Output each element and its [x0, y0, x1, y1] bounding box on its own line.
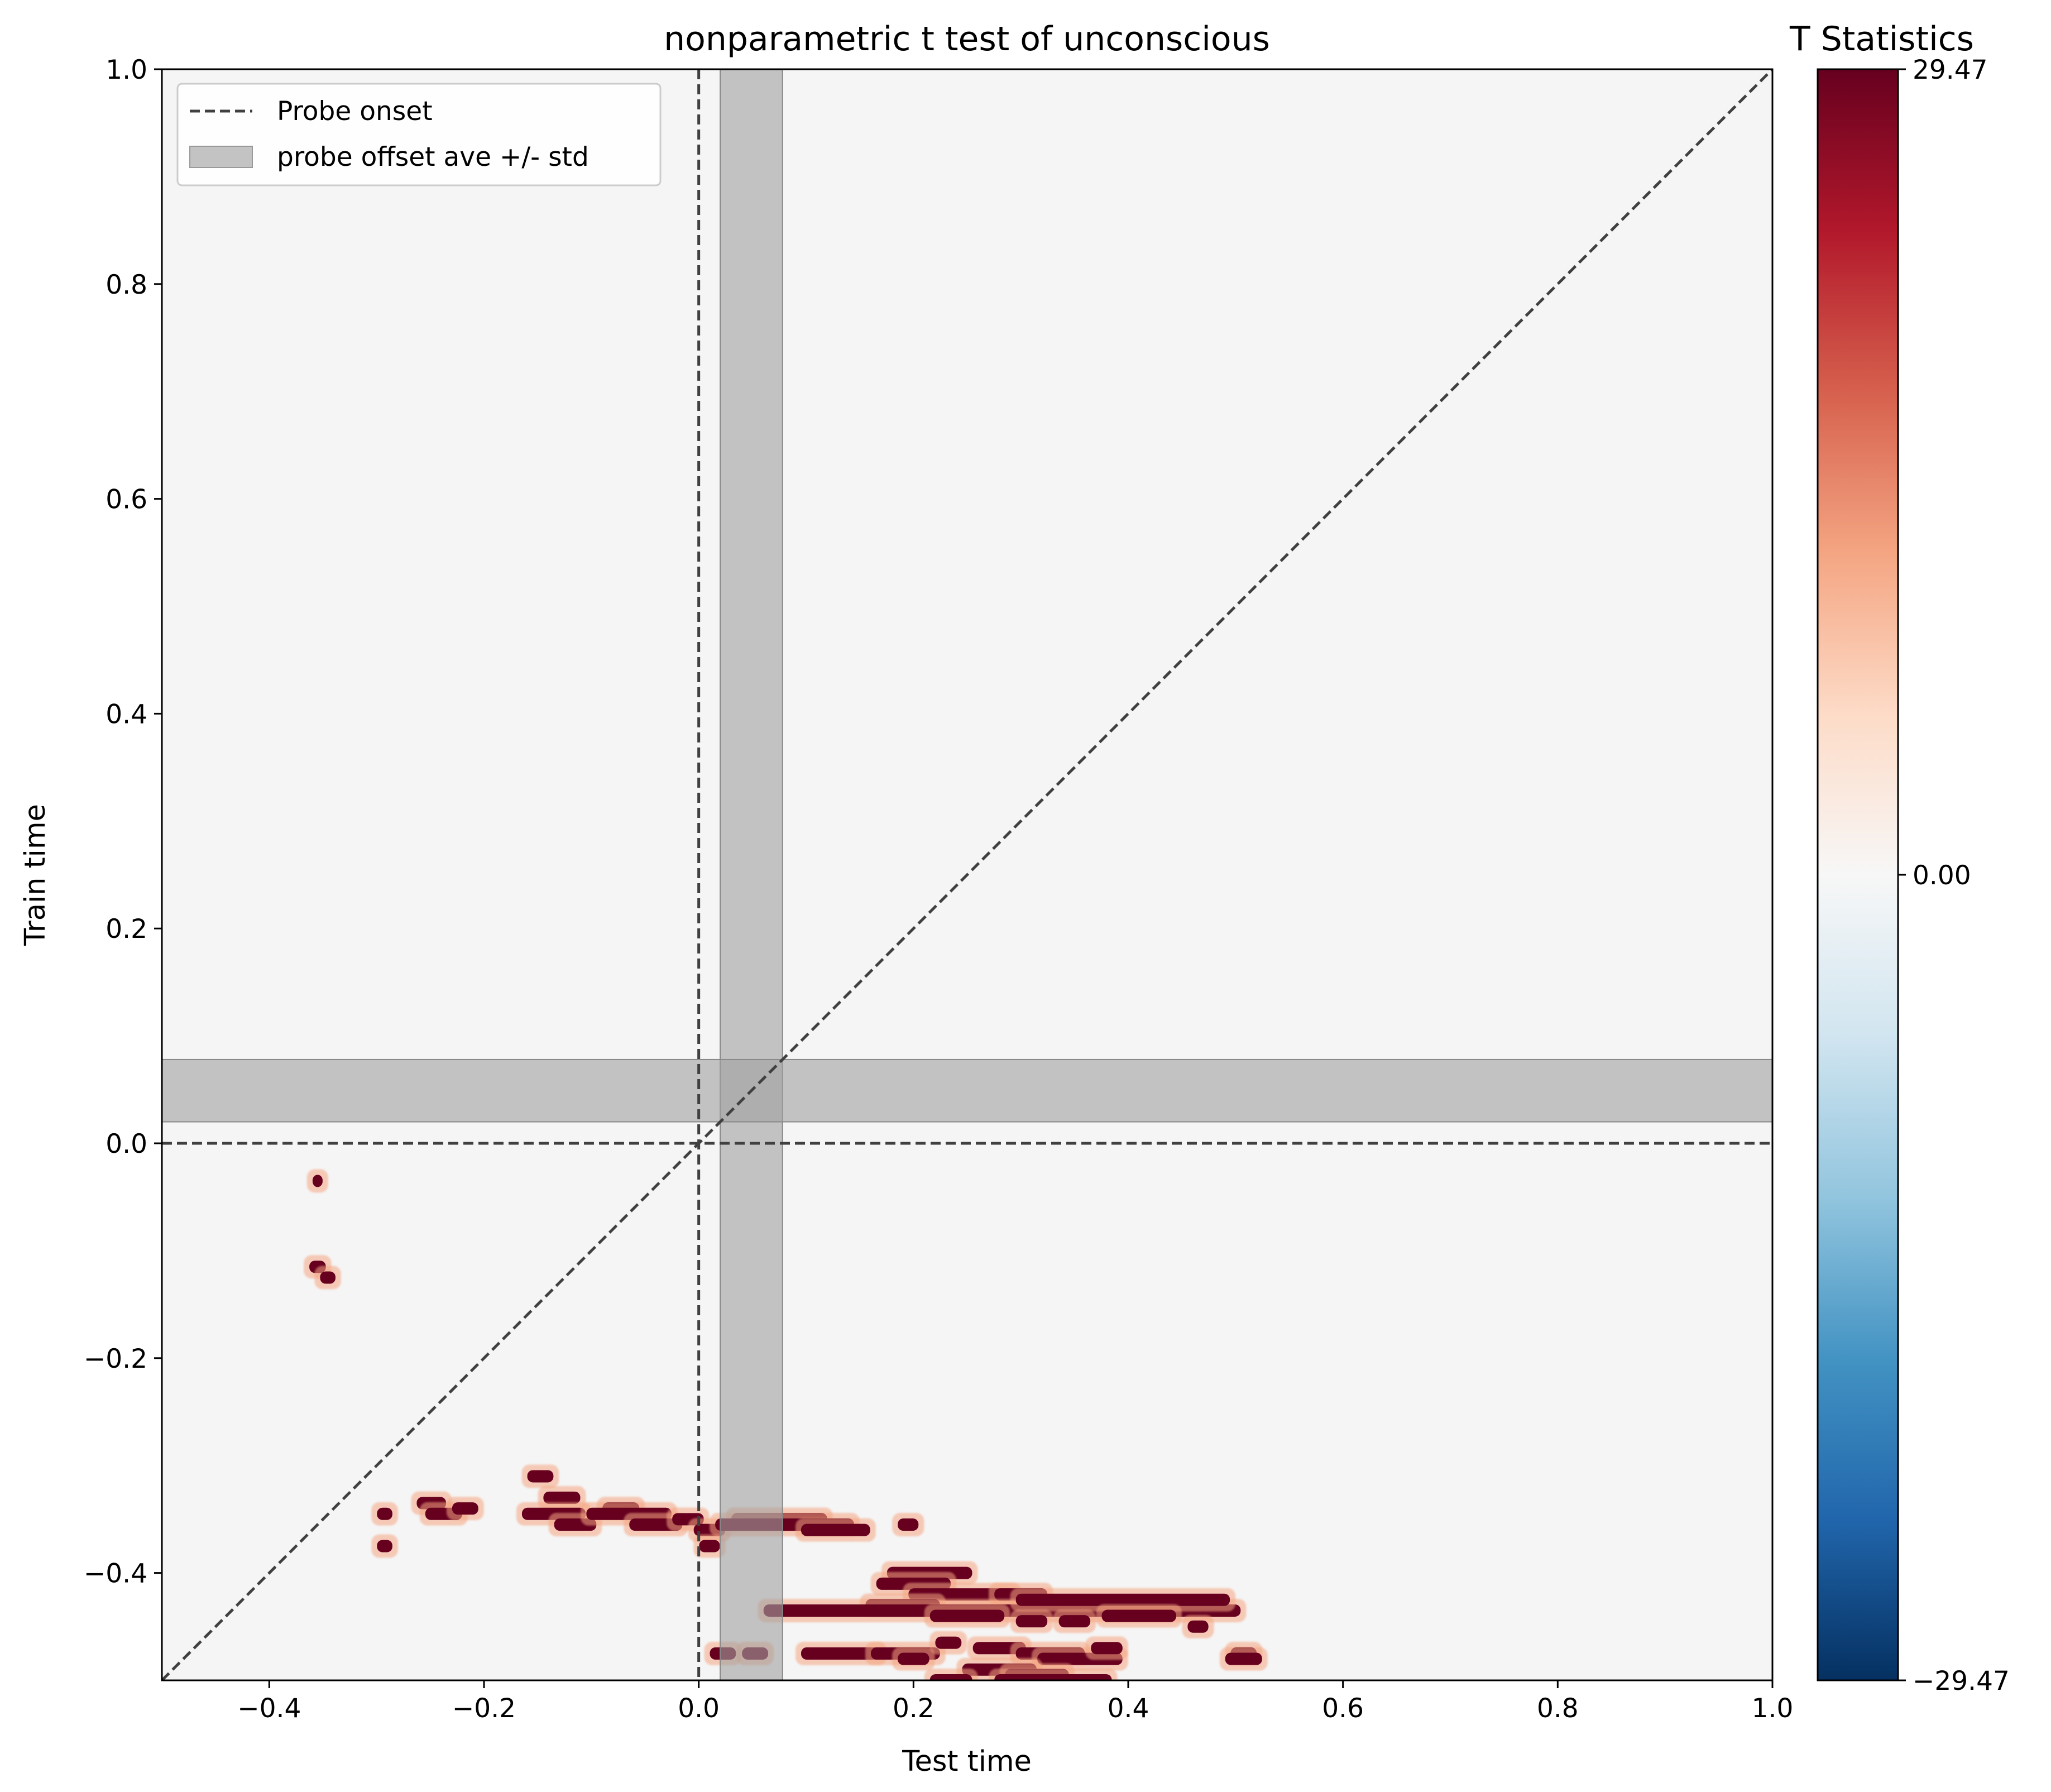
x-tick-label: −0.2 — [452, 1693, 516, 1724]
legend-label-probe-offset: probe offset ave +/- std — [277, 142, 589, 173]
significant-cluster — [898, 1652, 929, 1665]
x-tick-label: 0.6 — [1322, 1693, 1364, 1724]
colorbar-tick-label: 29.47 — [1913, 55, 1988, 85]
x-tick-label: 0.8 — [1537, 1693, 1579, 1724]
y-tick-label: 0.8 — [106, 270, 147, 300]
significant-cluster — [1091, 1642, 1123, 1655]
colorbar-title: T Statistics — [1789, 20, 1974, 59]
diagonal-line — [162, 69, 1772, 1680]
colorbar-tick-label: −29.47 — [1913, 1666, 2010, 1697]
y-tick-label: 0.0 — [106, 1129, 147, 1159]
probe-offset-band-horizontal — [162, 1058, 1772, 1123]
plot-frame — [161, 68, 1774, 1681]
reference-lines — [162, 69, 1772, 1680]
chart-title: nonparametric t test of unconscious — [664, 20, 1270, 59]
significant-cluster — [801, 1647, 881, 1660]
legend-box — [176, 83, 662, 186]
x-tick-label: 0.4 — [1108, 1693, 1149, 1724]
significant-cluster — [320, 1271, 336, 1284]
significant-cluster — [1101, 1609, 1176, 1622]
x-tick-label: −0.4 — [237, 1693, 301, 1724]
y-tick-label: −0.2 — [84, 1344, 147, 1374]
x-tick-label: 1.0 — [1752, 1693, 1794, 1724]
legend: Probe onset probe offset ave +/- std — [176, 83, 662, 186]
y-tick-label: 0.6 — [106, 485, 147, 515]
x-axis: −0.4 −0.2 0.0 0.2 0.4 0.6 0.8 1.0 — [237, 1680, 1793, 1724]
significant-cluster — [543, 1491, 581, 1504]
significant-cluster — [898, 1518, 919, 1531]
colorbar-gradient — [1817, 68, 1899, 1681]
significant-cluster — [377, 1540, 392, 1553]
y-axis-label: Train time — [19, 804, 52, 946]
colorbar-tick-label: 0.00 — [1913, 860, 1971, 891]
legend-label-probe-onset: Probe onset — [277, 96, 433, 127]
x-tick-label: 0.2 — [893, 1693, 935, 1724]
significant-cluster — [801, 1523, 870, 1536]
y-tick-label: 0.2 — [106, 914, 147, 945]
significant-cluster — [377, 1507, 392, 1520]
probe-offset-band-vertical — [720, 69, 783, 1680]
significant-cluster — [994, 1674, 1112, 1680]
y-axis: −0.4 −0.2 0.0 0.2 0.4 0.6 0.8 1.0 — [84, 55, 162, 1589]
significant-cluster — [1015, 1593, 1230, 1606]
y-tick-label: 1.0 — [106, 55, 147, 85]
significant-cluster — [1225, 1652, 1262, 1665]
legend-patch-swatch — [189, 146, 253, 168]
probe-offset-bands — [162, 69, 1772, 1680]
y-tick-label: −0.4 — [84, 1559, 147, 1589]
significant-cluster — [929, 1609, 1005, 1622]
significant-cluster — [929, 1674, 972, 1680]
plot-area — [161, 68, 1774, 1681]
significant-clusters — [304, 1169, 1268, 1680]
y-tick-label: 0.4 — [106, 699, 147, 730]
significant-cluster — [935, 1636, 962, 1649]
colorbar: T Statistics 29.47 0.00 −29.47 — [1789, 20, 2010, 1697]
x-tick-label: 0.0 — [678, 1693, 720, 1724]
significant-cluster — [1058, 1615, 1091, 1628]
significant-cluster — [1187, 1620, 1209, 1633]
significant-cluster — [699, 1540, 720, 1553]
significant-cluster — [452, 1502, 478, 1515]
significant-cluster — [312, 1175, 323, 1187]
x-axis-label: Test time — [902, 1745, 1032, 1778]
significant-cluster — [1015, 1615, 1048, 1628]
significant-cluster — [527, 1470, 554, 1483]
